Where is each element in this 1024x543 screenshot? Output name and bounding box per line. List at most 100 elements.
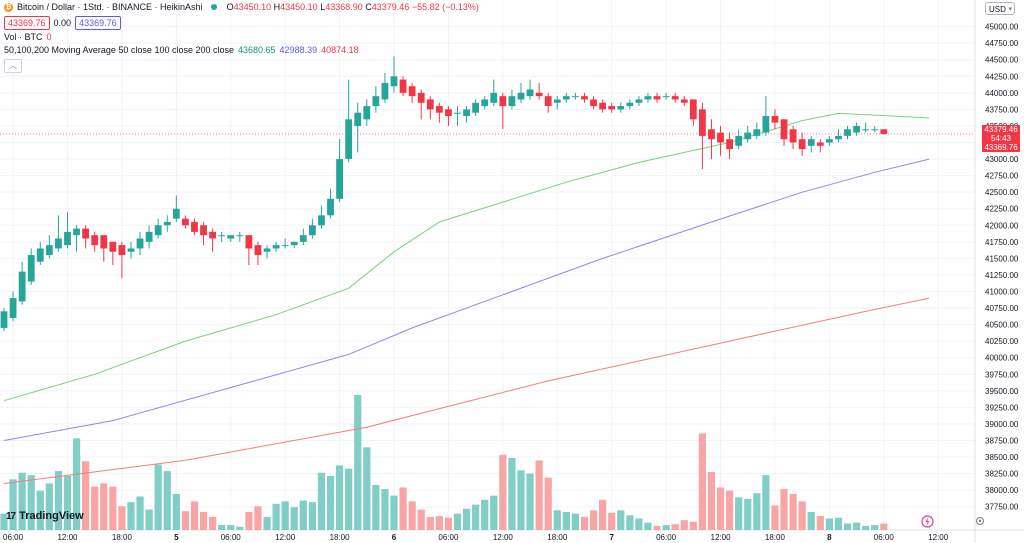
volume-bar-43 bbox=[390, 495, 398, 530]
candle-body-87 bbox=[789, 129, 797, 143]
time-tick-2: 18:00 bbox=[112, 533, 133, 542]
price-tick-5: 43750.00 bbox=[985, 105, 1019, 114]
candle-body-26 bbox=[236, 235, 244, 237]
currency-selector[interactable]: USD ▾ bbox=[985, 2, 1015, 15]
candle-body-39 bbox=[354, 112, 362, 126]
volume-bar-80 bbox=[726, 490, 734, 530]
candle-body-44 bbox=[399, 79, 407, 93]
ma-legend[interactable]: 50,100,200 Moving Average 50 close 100 c… bbox=[4, 45, 359, 55]
collapse-legend-button[interactable]: ︿ bbox=[4, 59, 22, 73]
candle-body-32 bbox=[290, 241, 298, 246]
volume-bar-76 bbox=[689, 521, 697, 530]
volume-bar-90 bbox=[816, 516, 824, 530]
candle-body-80 bbox=[726, 139, 733, 150]
bid-button[interactable]: 43369.76 bbox=[4, 16, 50, 30]
candle-body-59 bbox=[535, 92, 543, 97]
volume-bar-31 bbox=[281, 501, 289, 530]
time-tick-16: 06:00 bbox=[874, 533, 895, 542]
candle-body-63 bbox=[572, 96, 579, 98]
time-tick-11: 7 bbox=[609, 533, 614, 542]
candle-body-27 bbox=[245, 235, 253, 249]
ma100-value: 42988.39 bbox=[279, 45, 318, 55]
moving-averages bbox=[0, 112, 975, 484]
volume-bar-67 bbox=[608, 512, 616, 530]
candle-body-29 bbox=[263, 248, 271, 252]
spread-value: 0.00 bbox=[53, 18, 72, 28]
symbol-title[interactable]: Bitcoin / Dollar · 1Std. · BINANCE · Hei… bbox=[17, 2, 203, 12]
candle-body-15 bbox=[136, 238, 144, 249]
candle-body-14 bbox=[127, 248, 135, 252]
candle-body-46 bbox=[417, 92, 425, 103]
settings-button[interactable] bbox=[975, 516, 985, 526]
volume-bar-40 bbox=[363, 447, 371, 530]
candle-body-3 bbox=[27, 255, 35, 282]
volume-bar-44 bbox=[399, 487, 407, 530]
volume-legend[interactable]: Vol · BTC 0 bbox=[4, 32, 52, 42]
candle-body-4 bbox=[36, 248, 44, 262]
volume-bar-16 bbox=[145, 509, 153, 530]
candle-body-53 bbox=[481, 99, 489, 107]
candle-body-92 bbox=[835, 135, 842, 140]
candle-body-82 bbox=[744, 132, 752, 140]
symbol-legend: ₿ Bitcoin / Dollar · 1Std. · BINANCE · H… bbox=[4, 2, 479, 12]
volume-bar-64 bbox=[580, 516, 589, 530]
ma-label: 50,100,200 Moving Average 50 close 100 c… bbox=[4, 45, 234, 55]
candle-body-1 bbox=[9, 298, 17, 318]
candle-body-70 bbox=[635, 99, 643, 103]
tradingview-logo[interactable]: 17 TradingView bbox=[6, 510, 84, 522]
chevron-up-icon: ︿ bbox=[9, 61, 17, 70]
volume-bar-96 bbox=[871, 525, 879, 530]
price-tick-27: 38250.00 bbox=[985, 470, 1019, 479]
candle-body-35 bbox=[318, 215, 325, 226]
candles bbox=[0, 56, 888, 332]
candle-body-64 bbox=[581, 96, 588, 100]
candle-body-66 bbox=[599, 102, 607, 110]
volume-bar-17 bbox=[154, 464, 162, 530]
ma50-value: 43680.65 bbox=[238, 45, 276, 55]
market-open-icon bbox=[210, 4, 217, 10]
candle-body-51 bbox=[463, 109, 470, 117]
time-tick-13: 12:00 bbox=[711, 533, 732, 542]
candle-body-89 bbox=[807, 139, 815, 146]
price-tick-15: 41250.00 bbox=[985, 271, 1019, 280]
price-tick-12: 42000.00 bbox=[985, 221, 1019, 230]
volume-bar-79 bbox=[716, 487, 725, 530]
candle-body-8 bbox=[73, 228, 80, 236]
bolt-button[interactable] bbox=[921, 515, 934, 528]
candle-body-19 bbox=[172, 208, 180, 219]
ask-button[interactable]: 43369.76 bbox=[75, 16, 121, 30]
candle-body-77 bbox=[698, 109, 706, 136]
candle-body-72 bbox=[653, 96, 661, 100]
time-tick-7: 6 bbox=[392, 533, 397, 542]
volume-bar-19 bbox=[172, 494, 180, 530]
candle-body-57 bbox=[517, 92, 525, 100]
candle-body-16 bbox=[145, 231, 153, 242]
volume-bar-35 bbox=[317, 472, 326, 530]
price-tick-18: 40500.00 bbox=[985, 321, 1019, 330]
volume-bar-70 bbox=[635, 518, 643, 530]
candle-body-94 bbox=[853, 125, 860, 133]
ma200-value: 40874.18 bbox=[321, 45, 359, 55]
volume-bar-25 bbox=[227, 525, 235, 530]
candle-body-24 bbox=[218, 235, 226, 237]
volume-bar-54 bbox=[490, 495, 498, 530]
candle-body-78 bbox=[708, 129, 715, 140]
candle-body-84 bbox=[762, 116, 770, 133]
volume-bar-92 bbox=[834, 517, 843, 530]
candle-body-17 bbox=[154, 225, 162, 236]
close-label: C bbox=[365, 2, 372, 12]
candle-body-52 bbox=[472, 102, 480, 113]
volume-bar-66 bbox=[599, 499, 607, 530]
candle-body-13 bbox=[118, 245, 126, 256]
price-tick-11: 42250.00 bbox=[985, 205, 1019, 214]
candle-body-22 bbox=[200, 225, 207, 236]
volume-bar-68 bbox=[617, 510, 625, 530]
volume-bar-20 bbox=[181, 511, 189, 530]
bitcoin-icon: ₿ bbox=[4, 2, 13, 12]
candle-body-75 bbox=[680, 99, 688, 103]
volume-value: 0 bbox=[46, 32, 52, 42]
volume-bar-82 bbox=[744, 498, 752, 530]
candle-body-42 bbox=[381, 82, 389, 100]
